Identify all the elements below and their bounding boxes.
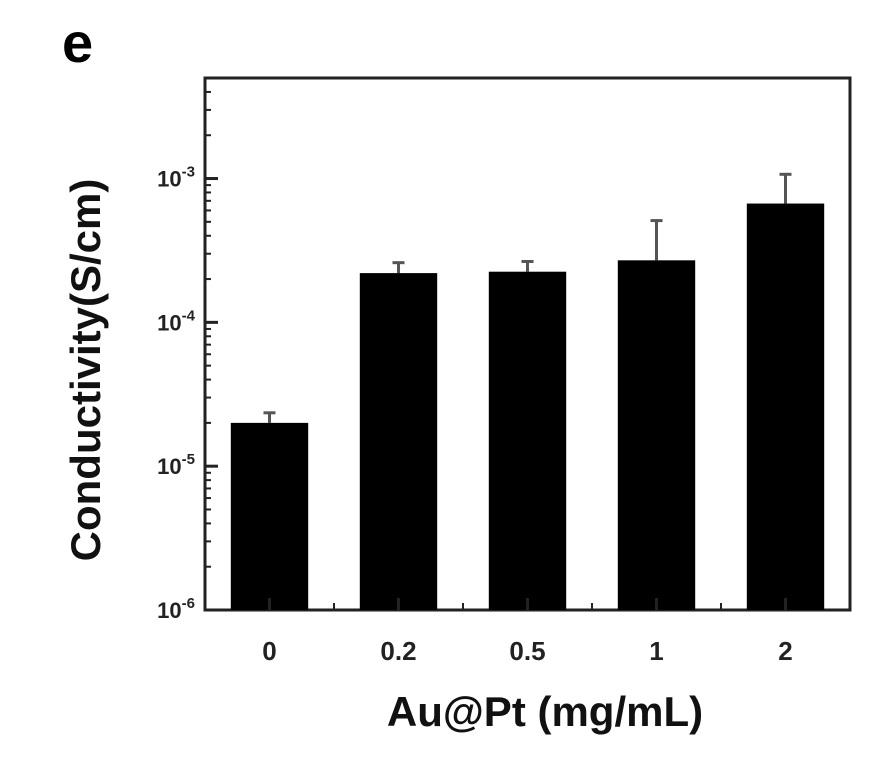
bar bbox=[747, 204, 824, 610]
y-tick-label: 10-6 bbox=[157, 595, 195, 623]
x-axis-title: Au@Pt (mg/mL) bbox=[387, 688, 703, 735]
plot-area: 10-6 10-5 10-4 10-3 0 0.2 0.5 1 2 bbox=[157, 78, 850, 666]
x-tick-label: 0.2 bbox=[380, 636, 416, 666]
y-tick-label: 10-4 bbox=[157, 307, 195, 335]
bar bbox=[231, 423, 308, 610]
y-tick-label: 10-5 bbox=[157, 451, 195, 479]
x-tick-label: 1 bbox=[649, 636, 663, 666]
x-tick-label: 0.5 bbox=[509, 636, 545, 666]
x-tick-label: 2 bbox=[778, 636, 792, 666]
x-tick-label: 0 bbox=[262, 636, 276, 666]
bar bbox=[360, 273, 437, 610]
bar bbox=[489, 272, 566, 610]
y-tick-label: 10-3 bbox=[157, 164, 195, 192]
y-axis-title: Conductivity(S/cm) bbox=[62, 179, 109, 562]
bar bbox=[618, 260, 695, 610]
panel-label: e bbox=[62, 11, 93, 74]
